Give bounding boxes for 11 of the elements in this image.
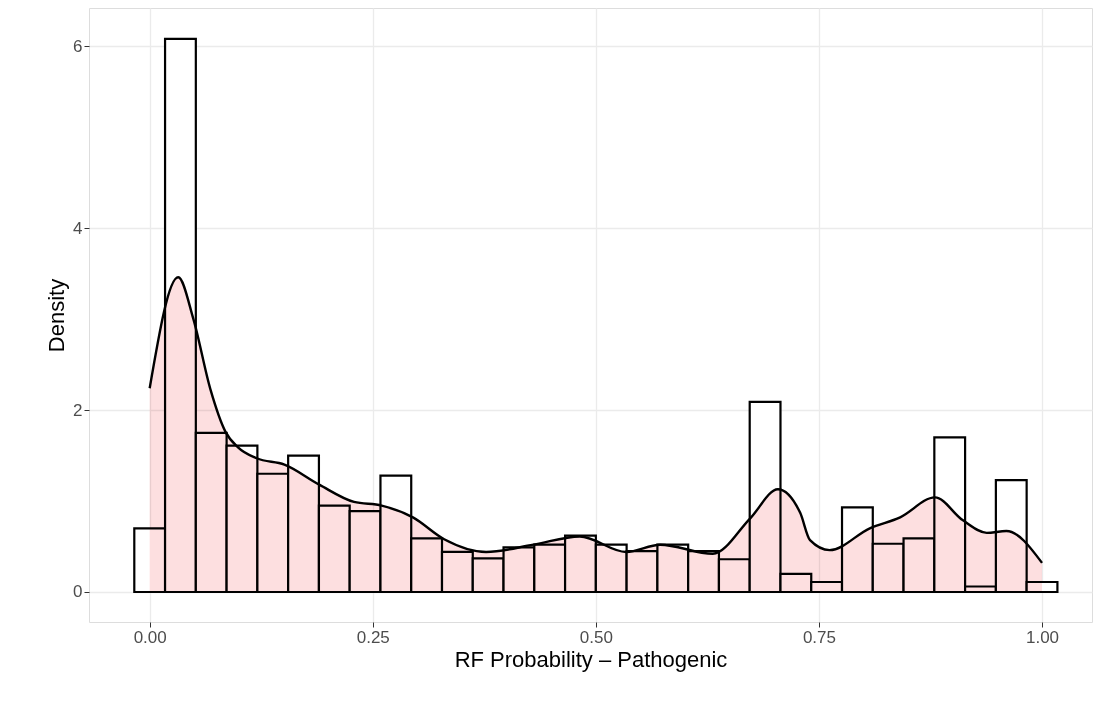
y-axis-title: Density bbox=[44, 278, 70, 353]
x-tick-label: 0.25 bbox=[356, 627, 390, 647]
y-tick-label: 2 bbox=[73, 400, 83, 420]
x-tick-label: 0.75 bbox=[802, 627, 836, 647]
x-tick-label: 0.00 bbox=[133, 627, 167, 647]
x-tick-label: 0.50 bbox=[579, 627, 613, 647]
y-tick-label: 0 bbox=[73, 582, 83, 602]
x-axis-title: RF Probability – Pathogenic bbox=[454, 646, 728, 672]
x-tick-label: 1.00 bbox=[1025, 627, 1060, 647]
y-tick-label: 4 bbox=[73, 218, 83, 238]
y-tick-label: 6 bbox=[73, 36, 83, 56]
